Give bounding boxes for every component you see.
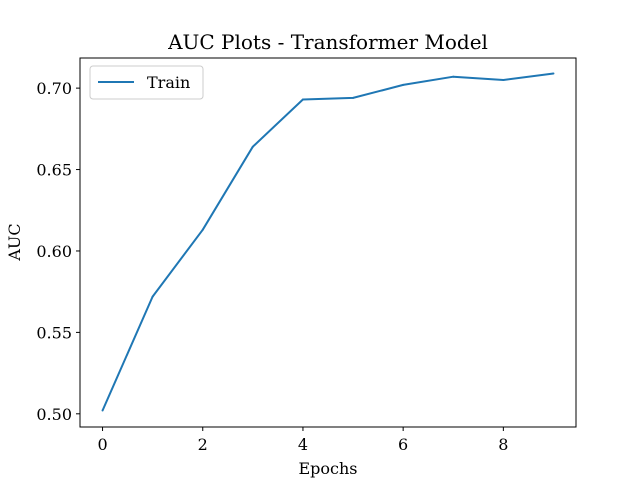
data-point xyxy=(101,409,104,412)
data-point xyxy=(452,75,455,78)
data-point xyxy=(402,83,405,86)
y-tick-label: 0.50 xyxy=(36,405,72,424)
data-point xyxy=(201,228,204,231)
y-tick-label: 0.60 xyxy=(36,242,72,261)
series-layer xyxy=(101,72,555,412)
y-tick-label: 0.65 xyxy=(36,161,72,180)
legend-label-train: Train xyxy=(147,73,190,92)
y-tick-label: 0.70 xyxy=(36,79,72,98)
data-point xyxy=(301,98,304,101)
x-tick-label: 2 xyxy=(198,435,208,454)
x-tick-label: 6 xyxy=(398,435,408,454)
data-point xyxy=(352,96,355,99)
data-point xyxy=(552,72,555,75)
y-axis: 0.50 0.55 0.60 0.65 0.70 xyxy=(36,79,80,424)
x-tick-label: 8 xyxy=(498,435,508,454)
series-line-train xyxy=(101,72,554,412)
y-axis-label: AUC xyxy=(5,223,24,261)
legend: Train xyxy=(89,65,204,100)
data-point xyxy=(251,145,254,148)
data-point xyxy=(502,78,505,81)
chart-title: AUC Plots - Transformer Model xyxy=(167,30,488,54)
data-point xyxy=(151,295,154,298)
plot-area-frame xyxy=(79,57,577,428)
y-tick-label: 0.55 xyxy=(36,323,72,342)
legend-box xyxy=(89,65,204,100)
x-axis: 0 2 4 6 8 xyxy=(97,427,508,454)
x-tick-label: 0 xyxy=(97,435,107,454)
x-tick-label: 4 xyxy=(298,435,308,454)
x-axis-label: Epochs xyxy=(298,459,357,478)
